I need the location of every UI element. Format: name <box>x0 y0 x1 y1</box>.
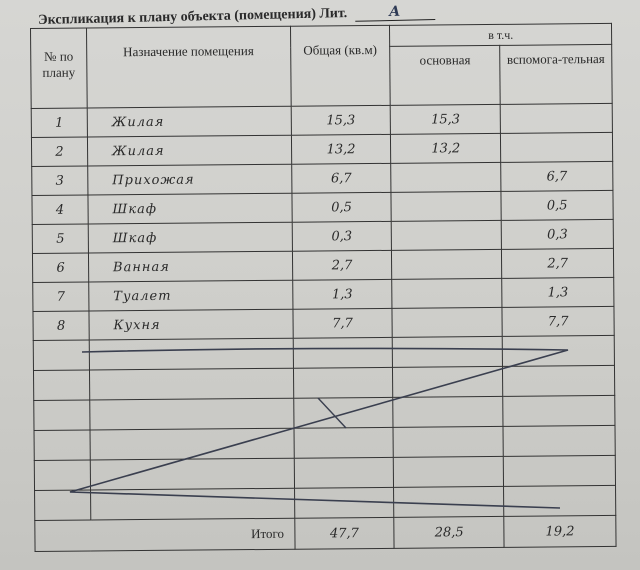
document-photo: Экспликация к плану объекта (помещения) … <box>0 0 640 570</box>
strike-through-z-mark <box>69 347 569 509</box>
